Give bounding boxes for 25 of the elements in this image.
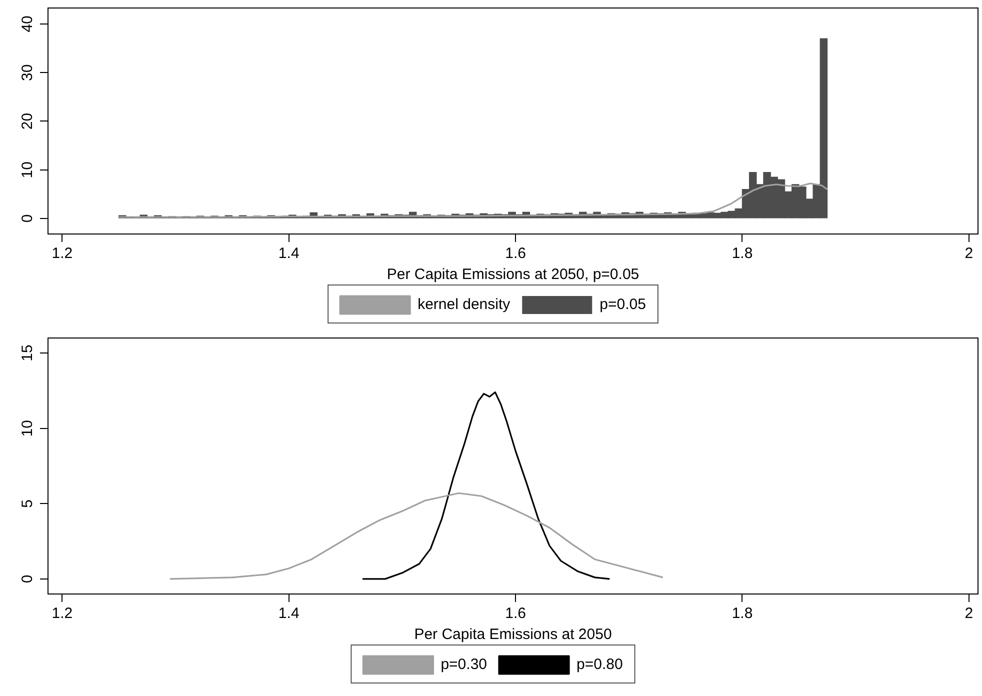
- y-tick-label: 15: [19, 344, 36, 362]
- x-tick-label: 2: [964, 605, 974, 622]
- legend-label: p=0.80: [576, 656, 623, 674]
- x-axis-title: Per Capita Emissions at 2050: [414, 626, 612, 644]
- x-tick-label: 1.4: [278, 605, 300, 622]
- x-tick-label: 2: [964, 245, 974, 262]
- x-tick-label: 1.8: [732, 605, 753, 622]
- y-tick-label: 30: [19, 64, 36, 81]
- y-tick-label: 0: [19, 214, 36, 223]
- y-tick-label: 10: [19, 420, 36, 437]
- x-axis-title: Per Capita Emissions at 2050, p=0.05: [386, 266, 640, 284]
- legend-label: kernel density: [418, 296, 511, 314]
- y-tick-label: 10: [19, 162, 36, 178]
- x-tick-label: 1.6: [505, 245, 526, 262]
- x-tick-label: 1.8: [732, 245, 753, 262]
- y-tick-label: 20: [19, 112, 36, 130]
- legend-label: p=0.05: [600, 296, 646, 314]
- x-tick-label: 1.2: [52, 605, 73, 622]
- x-tick-label: 1.4: [278, 245, 300, 262]
- x-tick-label: 1.2: [52, 245, 73, 262]
- y-tick-label: 5: [19, 499, 36, 508]
- y-tick-label: 0: [19, 574, 36, 584]
- legend-label: p=0.30: [440, 656, 487, 674]
- y-tick-label: 40: [19, 16, 36, 32]
- x-tick-label: 1.6: [505, 605, 526, 622]
